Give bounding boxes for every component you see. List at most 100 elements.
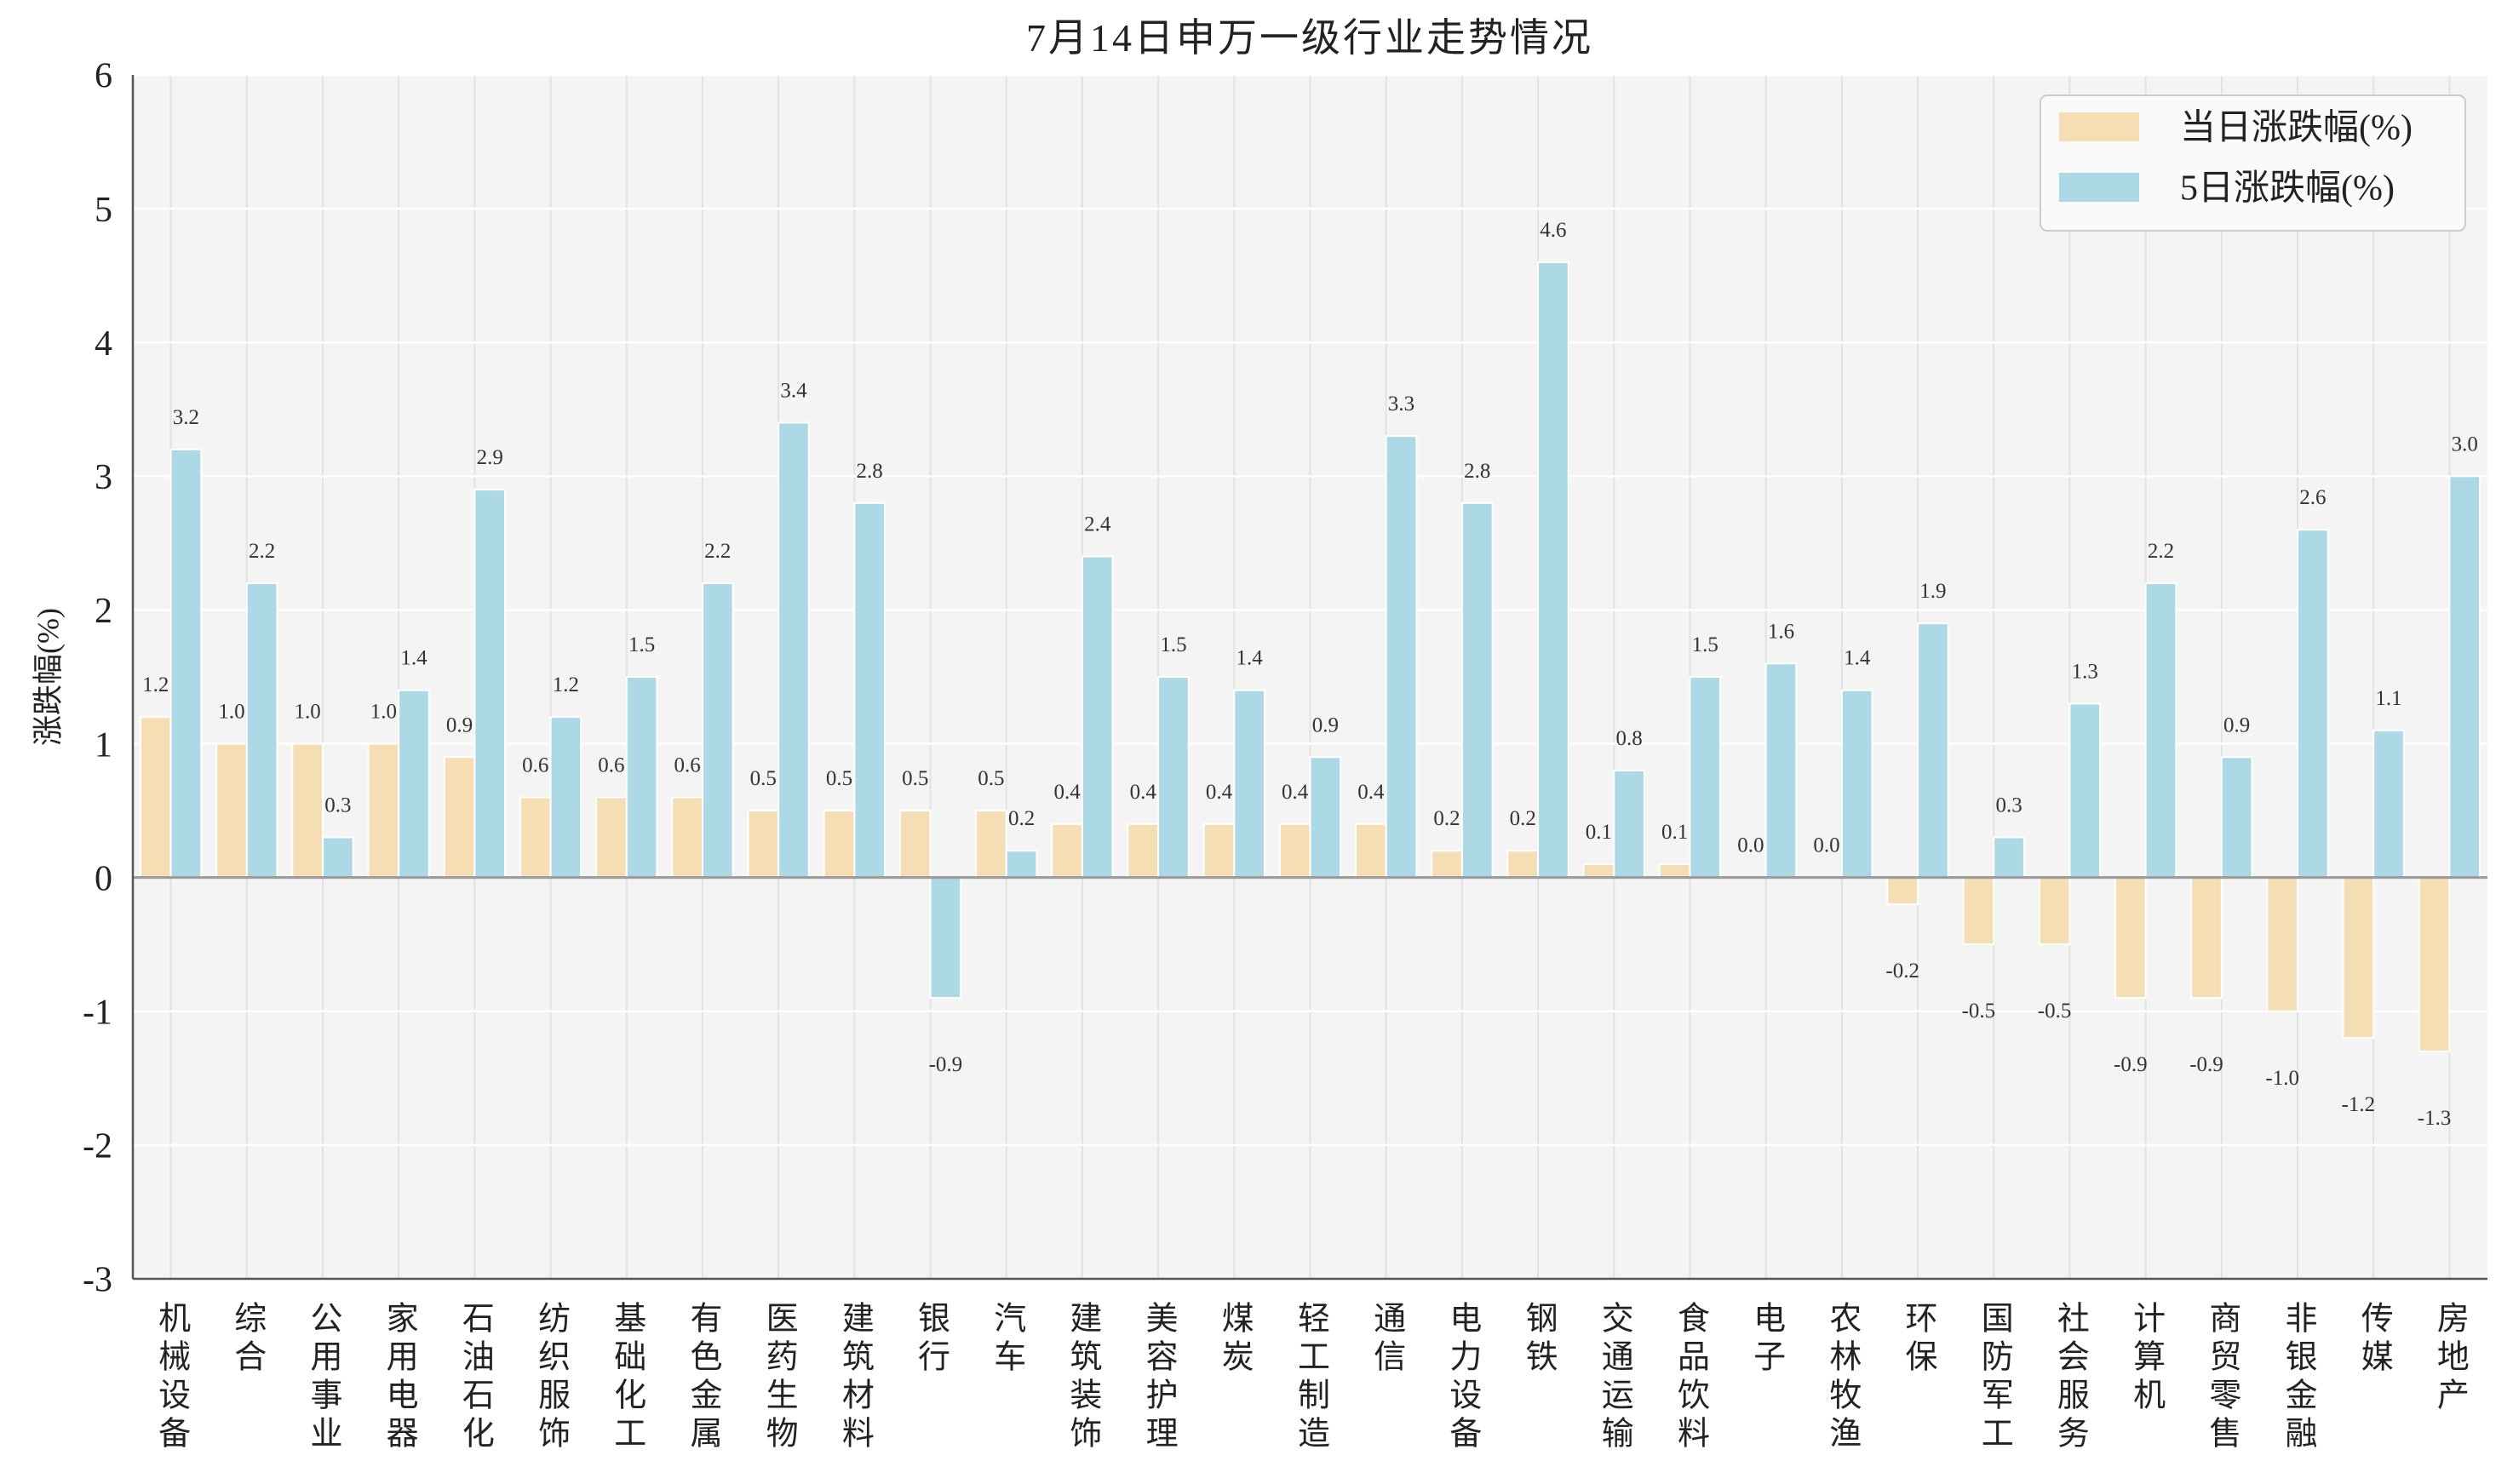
bar-5day-change-4 — [473, 489, 507, 879]
x-tick-label-30: 房地产 — [2431, 1301, 2468, 1416]
value-label-daily-change-18: 0.2 — [1510, 807, 1536, 830]
bar-5day-change-10 — [929, 876, 962, 1000]
bar-daily-change-24 — [1962, 876, 1995, 946]
bar-5day-change-2 — [321, 836, 354, 879]
value-label-daily-change-2: 1.0 — [295, 701, 321, 724]
value-label-daily-change-5: 0.6 — [522, 753, 548, 776]
value-label-daily-change-27: -0.9 — [2189, 1053, 2223, 1076]
value-label-5day-change-12: 2.4 — [1084, 513, 1111, 536]
bar-daily-change-14 — [1202, 822, 1236, 879]
x-tick-label-8: 医药生物 — [760, 1301, 797, 1454]
bar-daily-change-19 — [1582, 862, 1615, 879]
value-label-5day-change-26: 2.2 — [2148, 540, 2174, 563]
value-label-5day-change-16: 3.3 — [1388, 392, 1414, 415]
value-label-daily-change-19: 0.1 — [1586, 821, 1612, 844]
bar-5day-change-20 — [1689, 676, 1722, 879]
legend-swatch-daily-change — [2059, 112, 2139, 141]
bar-daily-change-17 — [1431, 850, 1463, 879]
value-label-5day-change-5: 1.2 — [553, 673, 579, 696]
y-axis-label: 涨跌幅(%) — [32, 608, 66, 746]
bar-daily-change-18 — [1506, 850, 1540, 879]
value-label-5day-change-17: 2.8 — [1464, 460, 1490, 483]
x-tick-label-6: 基础化工 — [608, 1301, 645, 1454]
legend: 当日涨跌幅(%) 5日涨跌幅(%) — [2040, 95, 2466, 232]
value-label-daily-change-20: 0.1 — [1661, 821, 1688, 844]
value-label-5day-change-10: -0.9 — [929, 1053, 963, 1076]
x-tick-label-18: 钢铁 — [1520, 1301, 1557, 1378]
bar-5day-change-13 — [1157, 676, 1190, 879]
value-label-5day-change-8: 3.4 — [780, 379, 807, 402]
x-tick-label-13: 美容护理 — [1140, 1301, 1177, 1454]
value-label-5day-change-11: 0.2 — [1008, 807, 1035, 830]
value-label-daily-change-1: 1.0 — [218, 701, 244, 724]
x-tick-label-25: 社会服务 — [2051, 1301, 2088, 1454]
x-tick-label-5: 纺织服饰 — [532, 1301, 569, 1454]
x-tick-label-29: 传媒 — [2355, 1301, 2392, 1378]
bar-daily-change-9 — [823, 810, 856, 879]
chart-title: 7月14日申万一级行业走势情况 — [1026, 16, 1593, 60]
x-tick-label-22: 农林牧渔 — [1823, 1301, 1860, 1454]
x-tick-label-3: 家用电器 — [381, 1301, 417, 1454]
bar-daily-change-30 — [2418, 876, 2451, 1052]
bar-daily-change-12 — [1051, 822, 1083, 879]
bar-daily-change-7 — [671, 796, 703, 879]
value-label-5day-change-29: 1.1 — [2375, 687, 2401, 710]
value-label-5day-change-24: 0.3 — [1995, 794, 2022, 817]
y-tick-label-2: -1 — [83, 993, 112, 1032]
x-tick-label-10: 银行 — [912, 1301, 949, 1378]
bar-daily-change-6 — [595, 796, 628, 879]
value-label-5day-change-3: 1.4 — [400, 647, 427, 670]
value-label-daily-change-21: 0.0 — [1737, 834, 1764, 857]
bar-5day-change-25 — [2068, 702, 2102, 879]
x-tick-label-23: 环保 — [1900, 1301, 1936, 1378]
x-tick-label-1: 综合 — [228, 1301, 265, 1378]
value-label-5day-change-21: 1.6 — [1768, 620, 1794, 643]
bar-daily-change-15 — [1278, 822, 1311, 879]
bar-5day-change-19 — [1613, 769, 1645, 879]
bar-daily-change-13 — [1127, 822, 1160, 879]
value-label-daily-change-13: 0.4 — [1130, 781, 1157, 804]
value-label-5day-change-27: 0.9 — [2223, 713, 2250, 736]
bar-daily-change-20 — [1658, 862, 1691, 879]
bar-5day-change-1 — [245, 582, 278, 879]
value-label-daily-change-23: -0.2 — [1885, 960, 1919, 983]
value-label-daily-change-14: 0.4 — [1206, 781, 1233, 804]
value-labels: 1.2 1.0 1.0 1.0 0.9 0.6 0.6 0.6 0.5 0.5 0.5 0.5 0.4 0… — [142, 219, 2478, 1130]
value-label-daily-change-16: 0.4 — [1357, 781, 1385, 804]
bar-5day-change-29 — [2372, 729, 2405, 879]
x-tick-label-11: 汽车 — [988, 1301, 1024, 1378]
bar-daily-change-3 — [367, 742, 400, 879]
bar-5day-change-15 — [1309, 756, 1342, 879]
x-tick-label-14: 煤炭 — [1216, 1301, 1253, 1378]
bar-5day-change-16 — [1385, 435, 1418, 879]
bar-5day-change-28 — [2297, 529, 2329, 879]
bar-daily-change-29 — [2342, 876, 2375, 1040]
bar-5day-change-27 — [2220, 756, 2253, 879]
bar-daily-change-10 — [898, 810, 932, 879]
legend-label-daily-change: 当日涨跌幅(%) — [2180, 109, 2413, 148]
x-tick-label-24: 国防军工 — [1976, 1301, 2012, 1454]
value-label-daily-change-22: 0.0 — [1813, 834, 1839, 857]
value-label-5day-change-23: 1.9 — [1919, 580, 1946, 603]
bar-5day-change-8 — [777, 421, 810, 879]
bar-daily-change-28 — [2266, 876, 2299, 1012]
y-tick-label-3: 0 — [95, 859, 112, 898]
value-label-5day-change-19: 0.8 — [1615, 727, 1642, 750]
value-label-5day-change-18: 4.6 — [1540, 219, 1566, 242]
value-label-daily-change-30: -1.3 — [2418, 1107, 2452, 1130]
bar-5day-change-17 — [1460, 501, 1494, 879]
bar-daily-change-27 — [2190, 876, 2223, 1000]
x-tick-label-15: 轻工制造 — [1292, 1301, 1328, 1454]
value-label-daily-change-29: -1.2 — [2342, 1093, 2376, 1116]
bar-5day-change-23 — [1917, 622, 1949, 879]
value-label-daily-change-25: -0.5 — [2038, 1000, 2072, 1023]
x-tick-label-9: 建筑材料 — [836, 1301, 873, 1454]
bar-5day-change-6 — [625, 676, 658, 879]
value-label-daily-change-11: 0.5 — [978, 767, 1004, 790]
value-label-5day-change-20: 1.5 — [1692, 633, 1718, 656]
bar-5day-change-26 — [2144, 582, 2177, 879]
value-label-5day-change-7: 2.2 — [704, 540, 731, 563]
value-label-daily-change-8: 0.5 — [750, 767, 777, 790]
